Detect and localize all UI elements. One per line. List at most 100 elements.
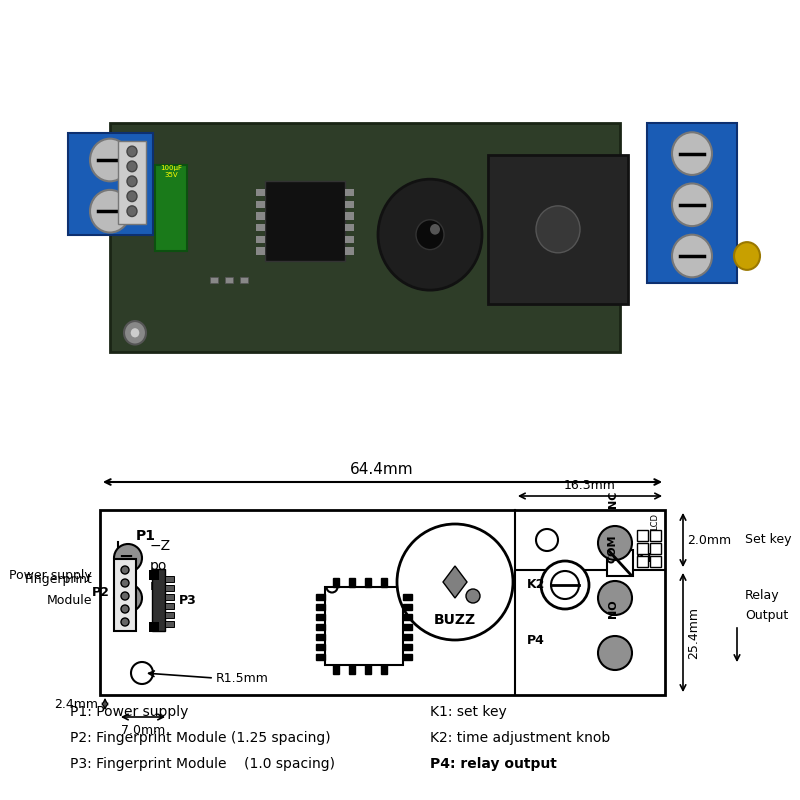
Bar — [381, 665, 387, 674]
Bar — [256, 236, 265, 243]
Text: 16.3mm: 16.3mm — [564, 479, 616, 492]
Bar — [403, 614, 412, 620]
Bar — [114, 559, 136, 631]
Bar — [365, 665, 371, 674]
Text: K1: set key: K1: set key — [430, 705, 506, 719]
Text: K1: K1 — [636, 551, 654, 565]
Text: LCD: LCD — [650, 514, 659, 530]
Text: R1.5mm: R1.5mm — [216, 671, 269, 685]
Text: NC: NC — [608, 490, 618, 508]
Bar — [316, 614, 325, 620]
Bar — [165, 612, 174, 618]
Bar — [149, 622, 159, 632]
Text: P4: relay output: P4: relay output — [430, 757, 557, 771]
Bar — [637, 543, 648, 554]
Circle shape — [541, 561, 589, 609]
Bar — [155, 166, 187, 250]
Bar — [152, 569, 165, 631]
Polygon shape — [443, 566, 467, 598]
Bar — [637, 530, 648, 541]
Bar — [403, 624, 412, 630]
Bar — [650, 543, 661, 554]
Text: −Z: −Z — [150, 539, 171, 553]
Bar — [265, 182, 345, 262]
Text: Set key: Set key — [745, 534, 791, 546]
Circle shape — [416, 220, 444, 250]
Bar — [316, 604, 325, 610]
Bar — [165, 576, 174, 582]
Text: 2.0mm: 2.0mm — [687, 534, 731, 546]
Bar — [403, 634, 412, 640]
Bar — [118, 141, 146, 224]
Bar — [316, 644, 325, 650]
Bar — [256, 189, 265, 196]
Circle shape — [131, 662, 153, 684]
Bar — [365, 578, 371, 587]
Circle shape — [672, 183, 712, 226]
Text: P1: Power supply: P1: Power supply — [70, 705, 188, 719]
Text: K2: time adjustment knob: K2: time adjustment knob — [430, 731, 610, 745]
Text: rt: rt — [150, 579, 162, 593]
Circle shape — [466, 589, 480, 603]
Text: P3: P3 — [179, 594, 197, 606]
Bar — [100, 510, 665, 695]
Text: +: + — [121, 590, 134, 605]
Circle shape — [734, 242, 760, 270]
Circle shape — [127, 191, 137, 202]
Circle shape — [90, 190, 130, 233]
Circle shape — [124, 321, 146, 345]
Bar — [165, 621, 174, 627]
Bar — [110, 122, 620, 352]
Bar — [333, 578, 339, 587]
Circle shape — [121, 592, 129, 600]
Circle shape — [397, 524, 513, 640]
Text: K2: K2 — [527, 578, 546, 591]
Bar — [165, 594, 174, 600]
Bar — [345, 224, 354, 231]
Bar — [316, 634, 325, 640]
Text: P2: Fingerprint Module (1.25 spacing): P2: Fingerprint Module (1.25 spacing) — [70, 731, 330, 745]
Bar — [403, 644, 412, 650]
Circle shape — [598, 526, 632, 560]
Bar — [403, 594, 412, 600]
Bar — [345, 247, 354, 255]
Text: BUZZ: BUZZ — [434, 613, 476, 627]
Circle shape — [536, 529, 558, 551]
Bar — [316, 594, 325, 600]
Circle shape — [127, 206, 137, 217]
Bar — [403, 604, 412, 610]
Circle shape — [536, 206, 580, 253]
Circle shape — [127, 146, 137, 157]
Circle shape — [114, 584, 142, 612]
Bar — [256, 212, 265, 220]
Bar — [256, 247, 265, 255]
Text: P4: P4 — [527, 634, 545, 646]
Text: COM: COM — [608, 534, 618, 563]
Bar — [345, 201, 354, 208]
Circle shape — [598, 636, 632, 670]
Circle shape — [430, 224, 440, 234]
Circle shape — [130, 327, 140, 338]
Bar — [316, 654, 325, 660]
Text: P1: P1 — [136, 529, 156, 543]
Circle shape — [114, 544, 142, 572]
Bar — [256, 224, 265, 231]
Circle shape — [127, 176, 137, 186]
Bar — [333, 665, 339, 674]
Bar — [403, 654, 412, 660]
Bar — [650, 556, 661, 567]
Circle shape — [672, 132, 712, 175]
Text: P3: Fingerprint Module    (1.0 spacing): P3: Fingerprint Module (1.0 spacing) — [70, 757, 335, 771]
Bar — [650, 530, 661, 541]
Bar — [240, 278, 248, 282]
Text: Power supply: Power supply — [10, 569, 92, 582]
Bar — [647, 122, 737, 282]
Text: 100µF
35V: 100µF 35V — [160, 166, 182, 178]
Circle shape — [121, 579, 129, 587]
Bar — [349, 665, 355, 674]
Bar — [149, 570, 159, 580]
Circle shape — [551, 571, 579, 599]
Text: 25.4mm: 25.4mm — [687, 607, 700, 659]
Circle shape — [378, 179, 482, 290]
Bar — [345, 212, 354, 220]
